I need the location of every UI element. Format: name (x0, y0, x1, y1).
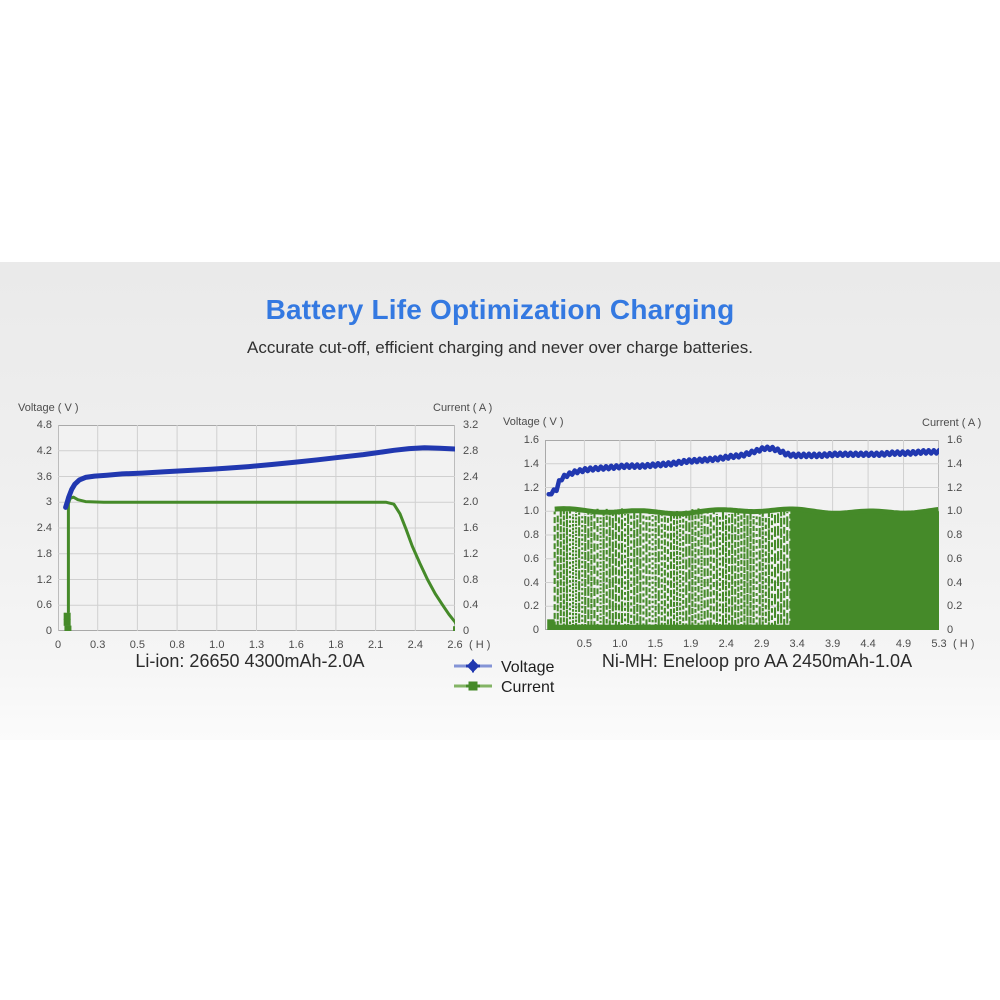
nimh-voltage-axis-title: Voltage ( V ) (503, 416, 564, 428)
y-tick-right: 0.6 (947, 552, 963, 565)
page-title: Battery Life Optimization Charging (265, 294, 735, 325)
y-tick-right: 1.0 (947, 505, 963, 518)
legend-item-current: Current (453, 678, 554, 698)
legend-label-current: Current (501, 679, 555, 696)
x-tick: 1.5 (647, 638, 663, 650)
y-tick-left: 1.0 (523, 505, 539, 518)
y-tick-right: 1.2 (947, 481, 963, 494)
x-tick: 3.9 (824, 638, 841, 650)
x-tick: 1.8 (328, 639, 344, 651)
x-tick: 3.4 (789, 638, 805, 650)
y-tick-right: 0.2 (947, 600, 963, 613)
x-tick: 0.8 (169, 639, 185, 651)
x-axis-unit: ( H ) (953, 638, 975, 650)
y-tick-right: 0 (947, 624, 954, 636)
x-tick: 2.6 (447, 639, 463, 651)
current-line-square-icon (453, 678, 493, 699)
liion-caption: Li-ion: 26650 4300mAh-2.0A (135, 651, 365, 671)
x-tick: 5.3 (931, 638, 947, 650)
y-tick-left: 0.6 (36, 599, 52, 612)
x-tick: 1.9 (683, 638, 699, 650)
x-tick: 1.0 (612, 638, 628, 650)
y-tick-right: 0.8 (947, 529, 963, 541)
x-tick: 2.1 (367, 639, 384, 651)
y-tick-right: 1.6 (947, 434, 963, 446)
y-tick-right: 0.8 (463, 573, 479, 586)
x-tick: 2.4 (718, 638, 734, 650)
x-tick: 0.3 (90, 639, 106, 651)
y-tick-right: 1.2 (463, 547, 479, 560)
y-tick-left: 0.8 (523, 529, 539, 541)
x-tick: 1.6 (288, 639, 304, 651)
y-tick-left: 1.2 (523, 481, 539, 494)
plot-area (57, 425, 461, 634)
y-tick-left: 0.4 (523, 576, 539, 589)
nimh-caption: Ni-MH: Eneloop pro AA 2450mAh-1.0A (601, 651, 913, 671)
x-tick: 0.5 (129, 639, 146, 651)
x-tick: 0 (54, 639, 62, 651)
y-tick-left: 3 (45, 496, 52, 509)
page-subtitle: Accurate cut-off, efficient charging and… (247, 338, 753, 357)
y-tick-right: 0 (463, 625, 470, 637)
y-tick-right: 1.4 (947, 457, 963, 470)
y-tick-right: 2.8 (463, 444, 479, 457)
y-tick-right: 0.4 (947, 576, 963, 589)
y-tick-right: 2.4 (463, 470, 479, 483)
y-tick-left: 4.2 (36, 444, 52, 457)
x-tick: 2.4 (407, 639, 423, 651)
y-tick-left: 0 (532, 624, 539, 636)
x-tick: 4.9 (895, 638, 912, 650)
y-tick-right: 0.4 (463, 599, 479, 612)
liion-current-axis-title: Current ( A ) (433, 402, 493, 414)
y-tick-right: 2.0 (463, 496, 479, 509)
y-tick-left: 0 (45, 625, 52, 637)
y-tick-left: 1.4 (523, 457, 539, 470)
x-tick: 2.9 (754, 638, 770, 650)
y-tick-left: 1.6 (523, 434, 539, 446)
x-tick: 0.5 (576, 638, 593, 650)
y-tick-left: 2.4 (36, 522, 52, 534)
y-tick-left: 1.2 (36, 573, 52, 586)
legend-label-voltage: Voltage (501, 659, 555, 676)
y-tick-left: 0.2 (523, 600, 539, 613)
y-tick-right: 3.2 (463, 419, 479, 431)
y-tick-right: 1.6 (463, 522, 479, 534)
y-tick-left: 1.8 (36, 547, 52, 560)
x-tick: 4.4 (860, 638, 876, 650)
y-tick-left: 4.8 (36, 419, 52, 431)
y-tick-left: 0.6 (523, 552, 539, 565)
x-axis-unit: ( H ) (469, 639, 491, 651)
y-tick-left: 3.6 (36, 470, 52, 483)
liion-voltage-axis-title: Voltage ( V ) (18, 402, 79, 414)
x-tick: 1.3 (248, 639, 265, 651)
voltage-line-diamond-icon (453, 658, 493, 679)
plot-area (545, 440, 942, 630)
x-tick: 1.0 (209, 639, 225, 651)
chart-legend: Voltage Current (453, 658, 554, 698)
legend-item-voltage: Voltage (453, 658, 554, 678)
nimh-current-axis-title: Current ( A ) (922, 417, 982, 429)
